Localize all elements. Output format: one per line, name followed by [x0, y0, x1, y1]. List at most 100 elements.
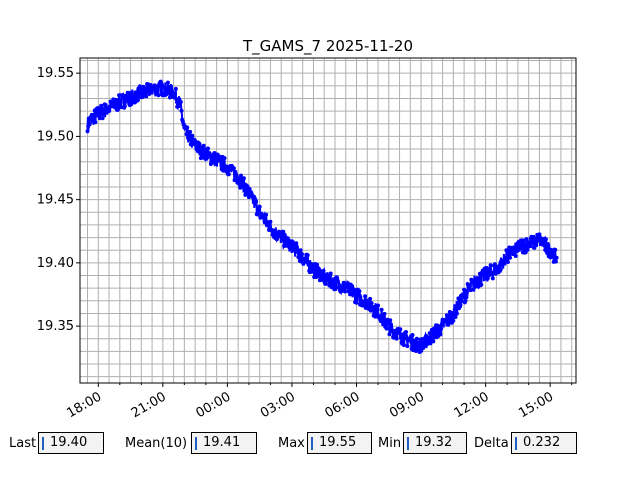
data-point — [263, 216, 268, 221]
data-point — [513, 254, 518, 258]
data-point — [487, 266, 492, 271]
data-point — [414, 336, 419, 341]
min-label: Min — [378, 436, 402, 451]
data-point — [190, 133, 195, 138]
data-point — [529, 234, 534, 239]
data-point — [527, 244, 532, 249]
data-point — [479, 282, 484, 287]
data-point — [356, 294, 361, 299]
data-point — [197, 141, 202, 146]
data-point — [178, 100, 183, 104]
x-tick-label: 03:00 — [258, 389, 298, 421]
data-point — [463, 298, 468, 303]
data-point — [195, 144, 200, 149]
data-point — [315, 262, 320, 267]
data-point — [272, 231, 277, 235]
data-point — [186, 137, 191, 141]
data-point — [401, 343, 406, 347]
data-point — [485, 276, 490, 281]
data-point — [125, 94, 129, 98]
data-point — [392, 329, 397, 333]
data-point — [333, 282, 337, 287]
data-point — [337, 283, 342, 288]
data-point — [310, 269, 314, 273]
data-point — [279, 233, 284, 238]
data-point — [523, 242, 528, 247]
max-value: 19.55 — [319, 435, 357, 450]
data-point — [404, 330, 408, 334]
data-point — [553, 247, 558, 252]
data-point — [323, 281, 328, 286]
data-point — [254, 199, 259, 204]
data-point — [173, 86, 178, 91]
data-point — [438, 332, 443, 337]
data-point — [236, 177, 241, 182]
data-point — [262, 220, 267, 225]
data-point — [268, 219, 273, 224]
plot-frame — [79, 57, 577, 384]
data-point — [379, 307, 384, 312]
max-value-box[interactable]: 19.55 — [307, 432, 372, 454]
data-point — [410, 333, 415, 337]
data-point — [335, 279, 340, 284]
data-point — [531, 238, 535, 243]
data-point — [100, 116, 105, 121]
data-point — [305, 253, 310, 258]
x-tick-label: 09:00 — [387, 389, 427, 421]
data-point — [232, 178, 237, 183]
data-point — [432, 332, 437, 337]
data-point — [329, 285, 334, 289]
data-point — [300, 252, 304, 257]
delta-value-box[interactable]: 0.232 — [511, 432, 577, 454]
y-tick-label: 19.40 — [37, 256, 74, 271]
x-tick-label: 12:00 — [452, 389, 492, 421]
data-point — [87, 122, 92, 127]
data-point — [447, 320, 451, 325]
data-point — [102, 102, 107, 107]
x-tick-label: 18:00 — [64, 389, 104, 421]
min-value-box[interactable]: 19.32 — [403, 432, 467, 454]
last-value-box[interactable]: 19.40 — [38, 432, 104, 454]
x-tick-label: 21:00 — [129, 389, 169, 421]
data-point — [298, 248, 303, 253]
data-point — [168, 84, 173, 89]
data-point — [381, 314, 386, 319]
data-point — [416, 346, 421, 351]
data-point — [488, 263, 493, 268]
data-point — [237, 182, 242, 187]
text-cursor — [195, 437, 197, 450]
data-point — [85, 129, 90, 134]
data-point — [427, 331, 432, 336]
chart-series — [85, 79, 559, 354]
data-point — [238, 185, 243, 190]
data-point — [234, 173, 239, 178]
data-point — [178, 103, 183, 108]
data-point — [451, 318, 456, 323]
x-tick-label: 00:00 — [193, 389, 233, 421]
data-point — [462, 287, 467, 292]
data-point — [332, 287, 337, 292]
last-label: Last — [9, 436, 37, 451]
data-point — [456, 296, 461, 301]
data-point — [350, 284, 355, 289]
x-tick-label: 06:00 — [323, 389, 363, 421]
data-point — [144, 94, 149, 99]
data-point — [357, 289, 362, 294]
mean-value: 19.41 — [203, 435, 241, 450]
data-point — [464, 293, 469, 298]
data-point — [296, 255, 301, 260]
data-point — [384, 326, 389, 331]
mean-label: Mean(10) — [125, 436, 188, 451]
data-point — [399, 335, 403, 340]
data-point — [398, 327, 403, 332]
data-point — [247, 187, 252, 191]
data-point — [532, 245, 537, 250]
y-tick-label: 19.45 — [37, 193, 74, 208]
mean-value-box[interactable]: 19.41 — [191, 432, 257, 454]
data-point — [311, 265, 316, 270]
data-point — [264, 212, 269, 217]
data-point — [492, 262, 497, 267]
data-point — [533, 241, 538, 246]
data-point — [163, 85, 167, 90]
chart-axes: 19.35 19.40 19.45 19.50 19.55 18:00 21:00 00:00… — [37, 66, 573, 421]
